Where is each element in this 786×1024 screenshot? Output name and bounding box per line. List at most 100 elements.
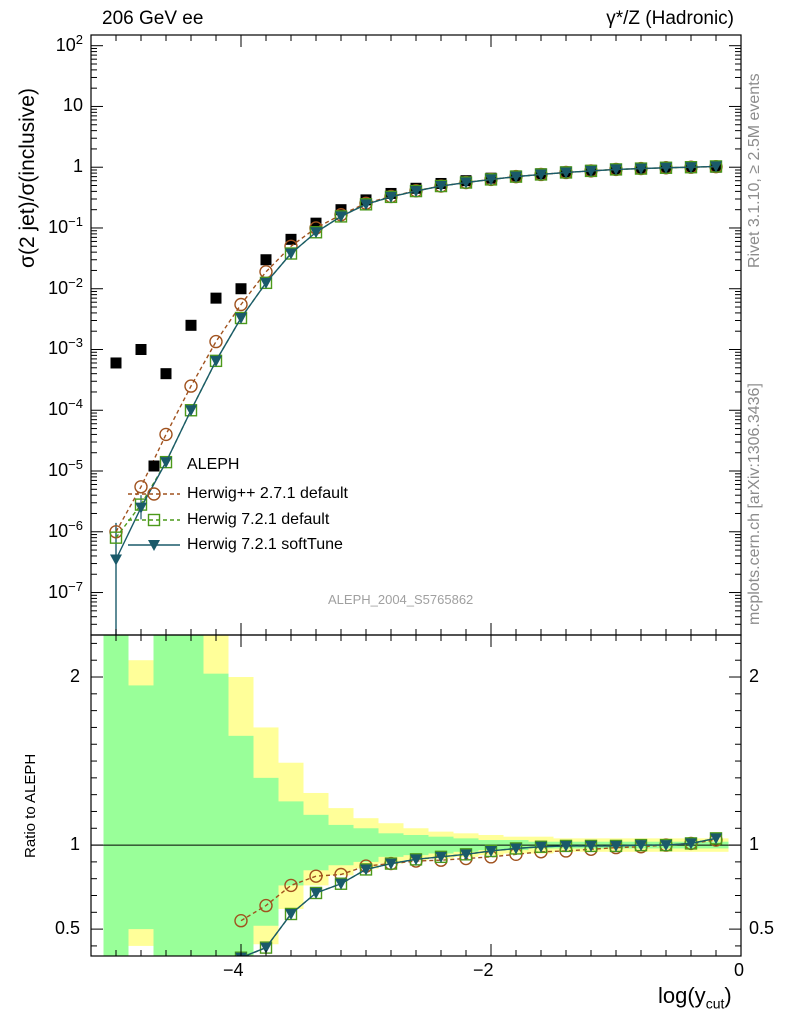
- chart-title-left: 206 GeV ee: [102, 8, 204, 29]
- legend-label-aleph: ALEPH: [187, 456, 240, 473]
- main-point-herwig-2-7-1-default: [184, 379, 198, 393]
- main-point-herwig-7-2-1-softtune: [185, 405, 197, 417]
- main-point-aleph: [160, 368, 172, 380]
- ratio-y-tick-label-right: 1: [749, 834, 760, 855]
- ratio-point-herwig-7-2-1-softtune: [435, 851, 447, 863]
- ratio-y-tick-label: 0.5: [54, 918, 80, 939]
- stat-uncertainty-band: [128, 685, 154, 930]
- stat-uncertainty-band: [178, 635, 204, 956]
- main-y-tick-label: 10: [62, 95, 83, 116]
- main-y-tick-label: 10−2: [48, 274, 83, 298]
- x-tick-label: −4: [223, 960, 244, 980]
- x-axis-title: log(ycut): [658, 983, 732, 1012]
- ratio-y-tick-label: 1: [69, 834, 80, 855]
- legend-marker-herwigpp: [147, 487, 161, 501]
- legend-label-herwig-721-default: Herwig 7.2.1 default: [187, 511, 330, 528]
- main-y-tick-label: 1: [72, 156, 83, 177]
- main-point-aleph: [135, 343, 147, 355]
- ratio-point-herwig-7-2-1-softtune: [510, 843, 522, 855]
- main-line-herwig-2-7-1-default: [115, 165, 717, 533]
- ratio-point-herwig-7-2-1-softtune: [485, 845, 497, 857]
- main-point-aleph: [285, 233, 297, 245]
- main-point-herwig-7-2-1-softtune: [435, 181, 447, 193]
- main-point-aleph: [210, 292, 222, 304]
- main-y-tick-label: 10−3: [48, 335, 83, 359]
- legend-marker-softtune: [148, 540, 160, 551]
- ratio-point-herwig-7-2-1-softtune: [260, 942, 272, 954]
- main-point-aleph: [310, 217, 322, 229]
- ratio-y-tick-label-right: 2: [749, 666, 760, 687]
- main-point-herwig-7-2-1-softtune: [160, 457, 172, 469]
- main-point-herwig-7-2-1-softtune: [285, 248, 297, 260]
- main-point-herwig-2-7-1-default: [134, 480, 148, 494]
- main-point-herwig-7-2-1-softtune: [685, 162, 697, 174]
- ratio-line-herwig-7-2-1-softtune: [243, 837, 717, 956]
- stat-uncertainty-band: [278, 801, 304, 886]
- main-point-herwig-7-2-1-softtune: [610, 164, 622, 176]
- main-point-herwig-7-2-1-softtune: [585, 165, 597, 177]
- main-point-herwig-2-7-1-default: [209, 334, 223, 349]
- ratio-point-herwig-7-2-1-softtune: [535, 841, 547, 853]
- stat-uncertainty-band: [303, 814, 329, 871]
- main-point-herwig-7-2-1-softtune: [385, 191, 397, 203]
- ratio-point-herwig-2-7-1-default: [234, 914, 248, 928]
- ratio-point-herwig-7-2-1-softtune: [460, 849, 472, 861]
- main-point-aleph: [235, 283, 247, 295]
- main-y-axis-title: σ(2 jet)/σ(inclusive): [16, 88, 39, 268]
- ratio-point-herwig-7-2-1-softtune: [310, 887, 322, 899]
- main-point-herwig-7-2-1-softtune: [560, 167, 572, 179]
- main-point-aleph: [185, 319, 197, 331]
- ratio-point-herwig-7-2-1-softtune: [385, 858, 397, 870]
- main-point-herwig-7-2-1-softtune: [660, 162, 672, 174]
- ratio-point-herwig-7-2-1-softtune: [410, 854, 422, 866]
- main-point-herwig-7-2-1-softtune: [210, 355, 222, 367]
- main-point-herwig-7-2-1-softtune: [335, 211, 347, 223]
- legend-label-herwig-721-softtune: Herwig 7.2.1 softTune: [187, 536, 343, 553]
- ratio-point-herwig-7-2-1-softtune: [635, 840, 647, 852]
- main-y-tick-label: 10−1: [48, 213, 83, 237]
- main-point-herwig-7-2-1-softtune: [460, 177, 472, 189]
- ratio-point-herwig-2-7-1-default: [259, 898, 273, 913]
- main-point-herwig-7-2-1-softtune: [710, 161, 722, 173]
- legend-label-herwigpp-271: Herwig++ 2.7.1 default: [187, 485, 348, 502]
- rivet-version-label: Rivet 3.1.10, ≥ 2.5M events: [746, 73, 763, 268]
- axis-ticks: [90, 35, 742, 956]
- ratio-point-herwig-2-7-1-default: [284, 878, 298, 893]
- ratio-y-tick-label-right: 0.5: [749, 918, 775, 939]
- ratio-y-axis-title: Ratio to ALEPH: [22, 753, 39, 858]
- ratio-point-herwig-7-2-1-softtune: [710, 833, 722, 845]
- main-point-herwig-7-2-1-softtune: [310, 227, 322, 239]
- main-point-aleph: [110, 357, 122, 369]
- main-y-tick-label: 10−6: [48, 517, 83, 541]
- ratio-y-tick-label: 2: [69, 666, 80, 687]
- main-point-herwig-7-2-1-softtune: [410, 186, 422, 198]
- main-point-herwig-2-7-1-default: [259, 265, 273, 279]
- ratio-point-herwig-2-7-1-default: [309, 869, 323, 883]
- main-point-herwig-7-2-1-softtune: [260, 277, 272, 289]
- main-y-tick-label: 102: [55, 31, 83, 55]
- main-point-herwig-7-2-1-softtune: [360, 199, 372, 211]
- ratio-point-herwig-7-2-1-softtune: [585, 840, 597, 852]
- main-point-herwig-7-2-1-softtune: [635, 163, 647, 175]
- main-point-aleph: [335, 204, 347, 216]
- main-y-tick-label: 10−4: [48, 396, 83, 420]
- main-point-herwig-7-2-1-softtune: [535, 169, 547, 181]
- ratio-point-herwig-7-2-1-softtune: [685, 838, 697, 850]
- stat-uncertainty-band: [228, 735, 254, 956]
- ratio-line-herwig-2-7-1-default: [240, 839, 717, 922]
- ratio-point-herwig-7-2-1-softtune: [660, 840, 672, 852]
- main-y-tick-label: 10−7: [48, 578, 83, 602]
- ratio-point-herwig-7-2-1-softtune: [560, 840, 572, 852]
- main-point-herwig-7-2-1-softtune: [235, 312, 247, 324]
- main-point-herwig-7-2-1-softtune: [135, 502, 147, 514]
- main-point-herwig-2-7-1-default: [159, 427, 173, 442]
- legend-marker-aleph: [148, 460, 160, 472]
- ratio-uncertainty-bands: [103, 635, 729, 956]
- stat-uncertainty-band: [253, 777, 279, 926]
- mcplots-label: mcplots.cern.ch [arXiv:1306.3436]: [746, 383, 763, 625]
- stat-uncertainty-band: [203, 673, 229, 956]
- main-line-herwig-7-2-1-default: [115, 165, 717, 539]
- ratio-point-herwig-7-2-1-softtune: [610, 840, 622, 852]
- ratio-point-herwig-7-2-1-softtune: [285, 908, 297, 920]
